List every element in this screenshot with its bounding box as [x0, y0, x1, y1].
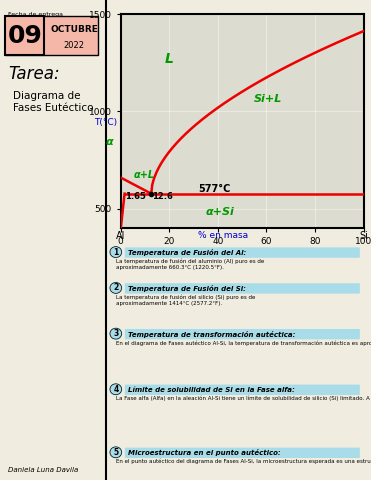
Text: 2022: 2022: [63, 41, 85, 49]
Text: α+Si: α+Si: [206, 207, 234, 217]
Text: Al: Al: [116, 231, 125, 241]
Circle shape: [110, 447, 122, 458]
Circle shape: [110, 247, 122, 257]
Text: L: L: [164, 52, 173, 66]
Text: La temperatura de fusión del silicio (Si) puro es de
aproximadamente 1414°C (257: La temperatura de fusión del silicio (Si…: [116, 295, 256, 306]
Text: 577°C: 577°C: [198, 184, 231, 194]
Circle shape: [110, 384, 122, 395]
Text: Fases Eutéctico: Fases Eutéctico: [13, 103, 93, 113]
Text: 2: 2: [113, 283, 118, 292]
Text: 12.6: 12.6: [152, 192, 173, 202]
Text: Fecha de entrega: Fecha de entrega: [9, 12, 63, 17]
Text: La Fase alfa (Alfa) en la aleación Al-Si tiene un límite de solubilidad de silic: La Fase alfa (Alfa) en la aleación Al-Si…: [116, 396, 371, 401]
Text: Microestructura en el punto autéctico:: Microestructura en el punto autéctico:: [128, 449, 281, 456]
Text: 4: 4: [113, 385, 118, 394]
Text: Si: Si: [359, 231, 368, 241]
Text: Si+L: Si+L: [254, 94, 283, 104]
Text: α+L: α+L: [134, 169, 155, 180]
Text: Temperatura de Fusión del Si:: Temperatura de Fusión del Si:: [128, 285, 246, 292]
Text: Tarea:: Tarea:: [9, 65, 60, 84]
Text: Diagrama de: Diagrama de: [13, 91, 80, 101]
Text: T(°C): T(°C): [94, 118, 117, 127]
FancyBboxPatch shape: [125, 247, 360, 258]
Text: 1.65: 1.65: [125, 192, 146, 202]
FancyBboxPatch shape: [125, 384, 360, 395]
Text: Daniela Luna Davila: Daniela Luna Davila: [9, 467, 79, 473]
Text: Temperatura de Fusión del Al:: Temperatura de Fusión del Al:: [128, 249, 247, 256]
Text: 09: 09: [7, 24, 42, 48]
Text: Temperatura de transformación autéctica:: Temperatura de transformación autéctica:: [128, 331, 296, 337]
FancyBboxPatch shape: [5, 16, 98, 55]
Text: 1: 1: [113, 248, 118, 257]
Text: α: α: [106, 137, 113, 147]
Circle shape: [110, 283, 122, 293]
FancyBboxPatch shape: [125, 448, 360, 458]
Text: 3: 3: [113, 329, 118, 338]
Text: 5: 5: [113, 448, 118, 457]
FancyBboxPatch shape: [125, 329, 360, 339]
Circle shape: [110, 328, 122, 339]
FancyBboxPatch shape: [125, 283, 360, 294]
Text: % en masa: % en masa: [197, 230, 248, 240]
Text: Límite de solubilidad de Si en la Fase alfa:: Límite de solubilidad de Si en la Fase a…: [128, 387, 295, 393]
Text: OCTUBRE: OCTUBRE: [50, 25, 98, 34]
Text: En el diagrama de Fases autéctico Al-Si, la temperatura de transformación autéct: En el diagrama de Fases autéctico Al-Si,…: [116, 340, 371, 346]
Text: En el punto autéctico del diagrama de Fases Al-Si, la microestructura esperada e: En el punto autéctico del diagrama de Fa…: [116, 459, 371, 465]
FancyBboxPatch shape: [5, 16, 45, 55]
Text: La temperatura de fusión del aluminio (Al) puro es de
aproximadamente 660.3°C (1: La temperatura de fusión del aluminio (A…: [116, 259, 265, 270]
